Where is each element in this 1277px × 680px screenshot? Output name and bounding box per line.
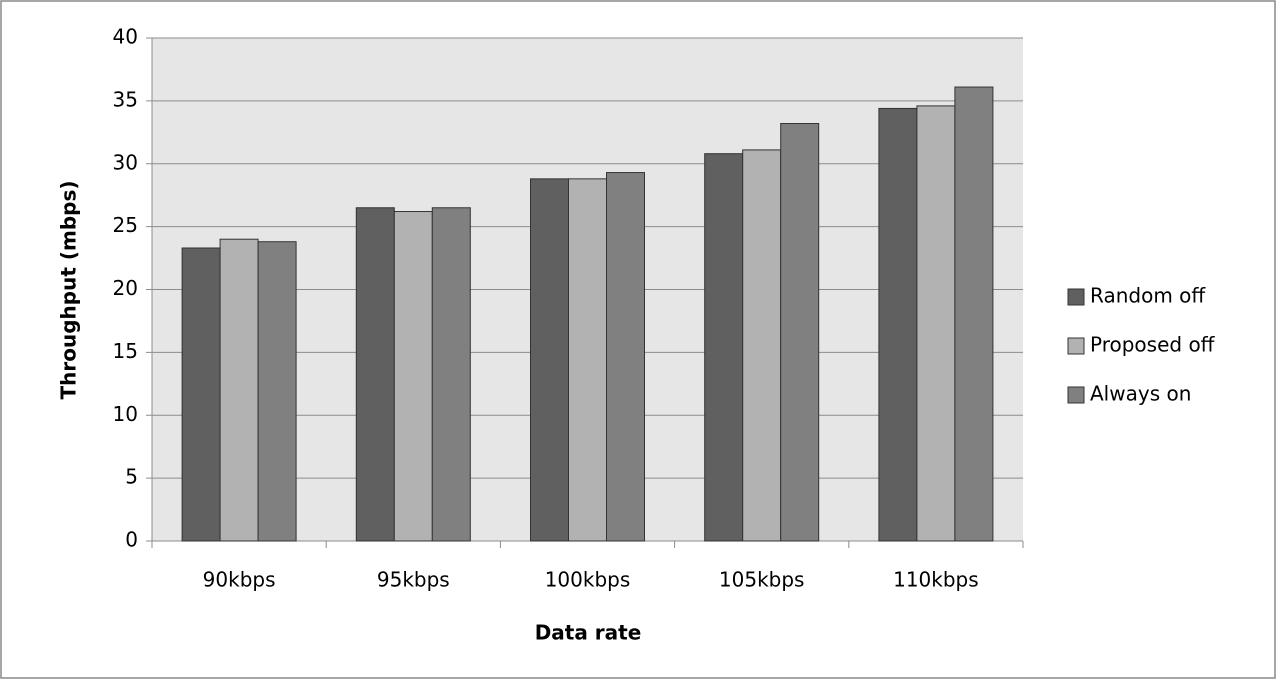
bar [916,105,956,542]
x-axis-title: Data rate [535,621,642,645]
bar [431,207,471,542]
y-axis-title: Throughput (mbps) [57,180,81,399]
legend-swatch [1067,288,1085,306]
bar [257,241,297,542]
legend-label: Proposed off [1090,333,1216,357]
bar [780,123,820,542]
bar [606,172,645,542]
y-tick-label: 15 [113,339,138,363]
bar [393,211,433,542]
x-tick-label: 100kbps [545,568,631,592]
y-tick-label: 30 [113,150,138,174]
bar [530,178,569,542]
y-tick-label: 35 [113,87,138,111]
y-tick-label: 40 [113,25,138,49]
x-tick-label: 95kbps [377,568,450,592]
bar [954,86,994,542]
legend-label: Always on [1090,382,1191,406]
y-tick-label: 5 [125,465,138,489]
bar [568,178,607,542]
bar [355,207,395,542]
y-tick-label: 0 [125,528,138,552]
x-tick-label: 105kbps [719,568,805,592]
bar [181,247,221,542]
y-tick-label: 25 [113,213,138,237]
legend-swatch [1067,386,1085,404]
bar [878,107,918,542]
y-tick-label: 20 [113,276,138,300]
legend-label: Random off [1090,284,1206,308]
bar [704,153,744,542]
legend-swatch [1067,337,1085,355]
x-tick-label: 90kbps [203,568,276,592]
bar [219,238,259,542]
y-tick-label: 10 [113,402,138,426]
bar [742,149,782,542]
x-tick-label: 110kbps [893,568,979,592]
